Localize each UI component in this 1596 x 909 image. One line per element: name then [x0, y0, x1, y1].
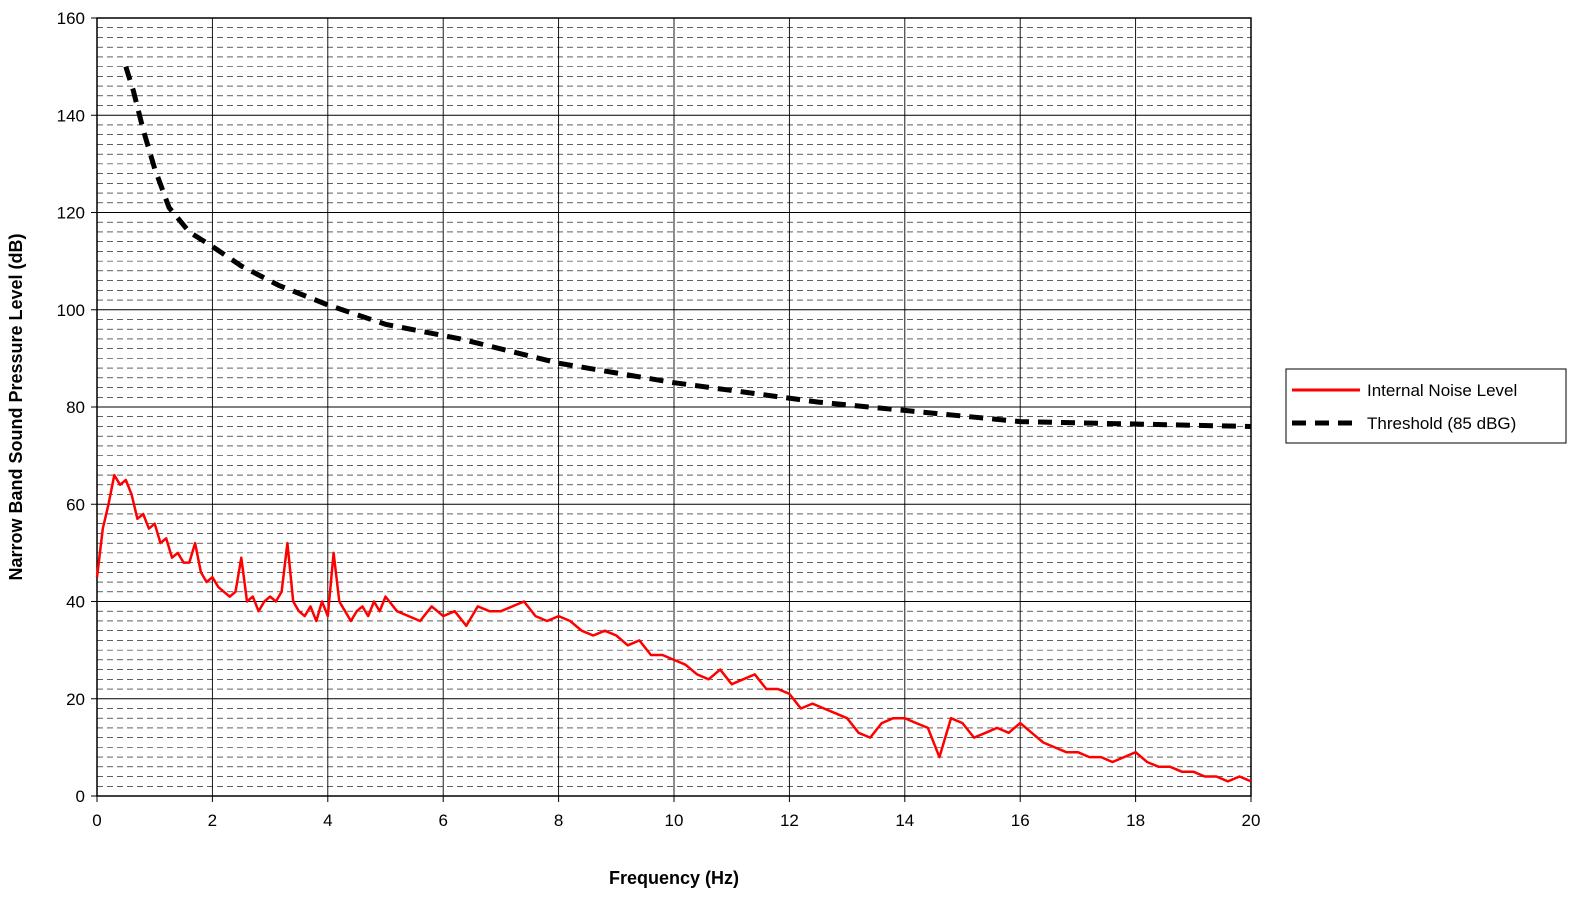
x-tick-label: 16	[1011, 811, 1030, 830]
y-axis-title: Narrow Band Sound Pressure Level (dB)	[6, 233, 26, 580]
legend-label-internal-noise: Internal Noise Level	[1367, 381, 1517, 400]
y-tick-label: 40	[66, 593, 85, 612]
y-tick-label: 120	[57, 204, 85, 223]
x-axis-title: Frequency (Hz)	[609, 868, 739, 888]
y-tick-label: 160	[57, 9, 85, 28]
x-tick-label: 14	[895, 811, 914, 830]
y-tick-label: 140	[57, 106, 85, 125]
series-layer	[95, 65, 1252, 783]
y-tick-label: 0	[76, 787, 85, 806]
legend-box	[1285, 368, 1567, 444]
y-tick-label: 20	[66, 690, 85, 709]
x-tick-label: 10	[665, 811, 684, 830]
minor-gridlines	[97, 27, 1251, 787]
legend-label-threshold: Threshold (85 dBG)	[1367, 414, 1516, 433]
x-tick-label: 4	[323, 811, 332, 830]
series-threshold-line	[123, 65, 1252, 429]
x-tick-label: 8	[554, 811, 563, 830]
y-tick-label: 80	[66, 398, 85, 417]
y-tick-label: 100	[57, 301, 85, 320]
x-tick-label: 18	[1126, 811, 1145, 830]
x-tick-label: 0	[92, 811, 101, 830]
series-internal-noise-line	[95, 473, 1252, 783]
legend: Internal Noise Level Threshold (85 dBG)	[1285, 368, 1567, 444]
x-tick-label: 20	[1242, 811, 1261, 830]
x-axis-ticks: 0 2 4 6 8 10 12 14 16 18 20	[92, 796, 1260, 830]
x-tick-label: 2	[208, 811, 217, 830]
x-tick-label: 12	[780, 811, 799, 830]
y-axis-ticks: 0 20 40 60 80 100 120 140 160	[57, 9, 97, 806]
y-tick-label: 60	[66, 495, 85, 514]
x-tick-label: 6	[438, 811, 447, 830]
